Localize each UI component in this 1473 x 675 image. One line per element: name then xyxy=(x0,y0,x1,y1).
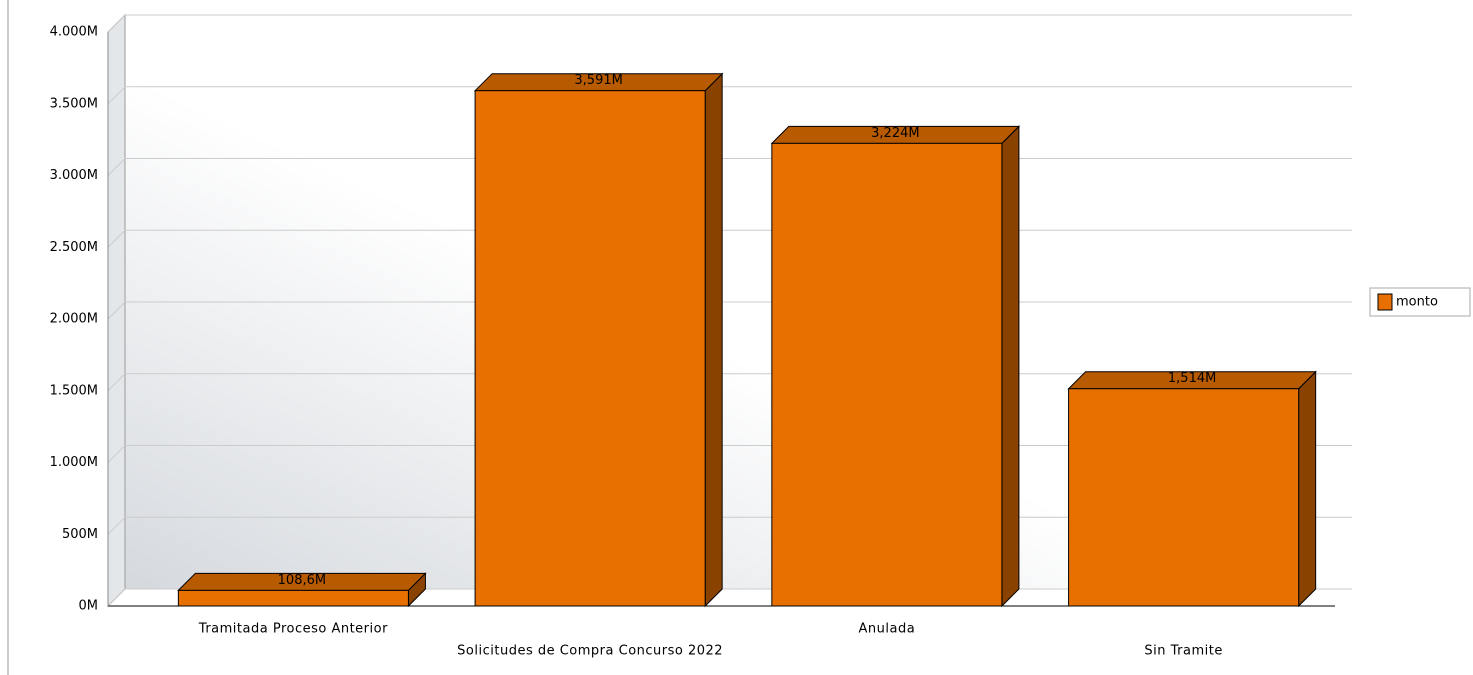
plot: 0M 500M 1.000M 1.500M 2.000M 2.500M 3.000M 3.50… xyxy=(50,13,1471,659)
y-tick-label: 2.500M xyxy=(50,240,98,255)
value-label: 3,591M xyxy=(574,73,622,88)
y-tick-label: 1.500M xyxy=(50,383,98,398)
bar xyxy=(474,90,706,607)
x-tick-label: Anulada xyxy=(859,622,916,637)
value-label: 1,514M xyxy=(1168,371,1216,386)
bar-side xyxy=(704,72,723,608)
grid-line xyxy=(107,86,1352,105)
value-label: 3,224M xyxy=(871,126,919,141)
y-tick-label: 4.000M xyxy=(50,25,98,40)
legend-label: monto xyxy=(1396,295,1438,310)
legend: monto xyxy=(1369,287,1471,317)
x-tick-label: Tramitada Proceso Anterior xyxy=(198,622,388,637)
y-tick-label: 0M xyxy=(79,599,99,614)
y-tick-label: 1.000M xyxy=(50,455,98,470)
legend-swatch xyxy=(1377,293,1393,311)
grid-line xyxy=(107,14,1352,33)
bar xyxy=(771,142,1003,607)
x-tick-label: Solicitudes de Compra Concurso 2022 xyxy=(457,644,723,659)
y-tick-label: 2.000M xyxy=(50,312,98,327)
bar xyxy=(177,589,409,607)
bar-side xyxy=(1298,370,1317,608)
y-tick-label: 500M xyxy=(62,527,98,542)
y-tick-label: 3.500M xyxy=(50,96,98,111)
bar xyxy=(1068,388,1300,607)
value-label: 108,6M xyxy=(278,573,326,588)
bar-side xyxy=(1001,125,1020,608)
y-tick-label: 3.000M xyxy=(50,168,98,183)
x-tick-label: Sin Tramite xyxy=(1144,644,1222,659)
